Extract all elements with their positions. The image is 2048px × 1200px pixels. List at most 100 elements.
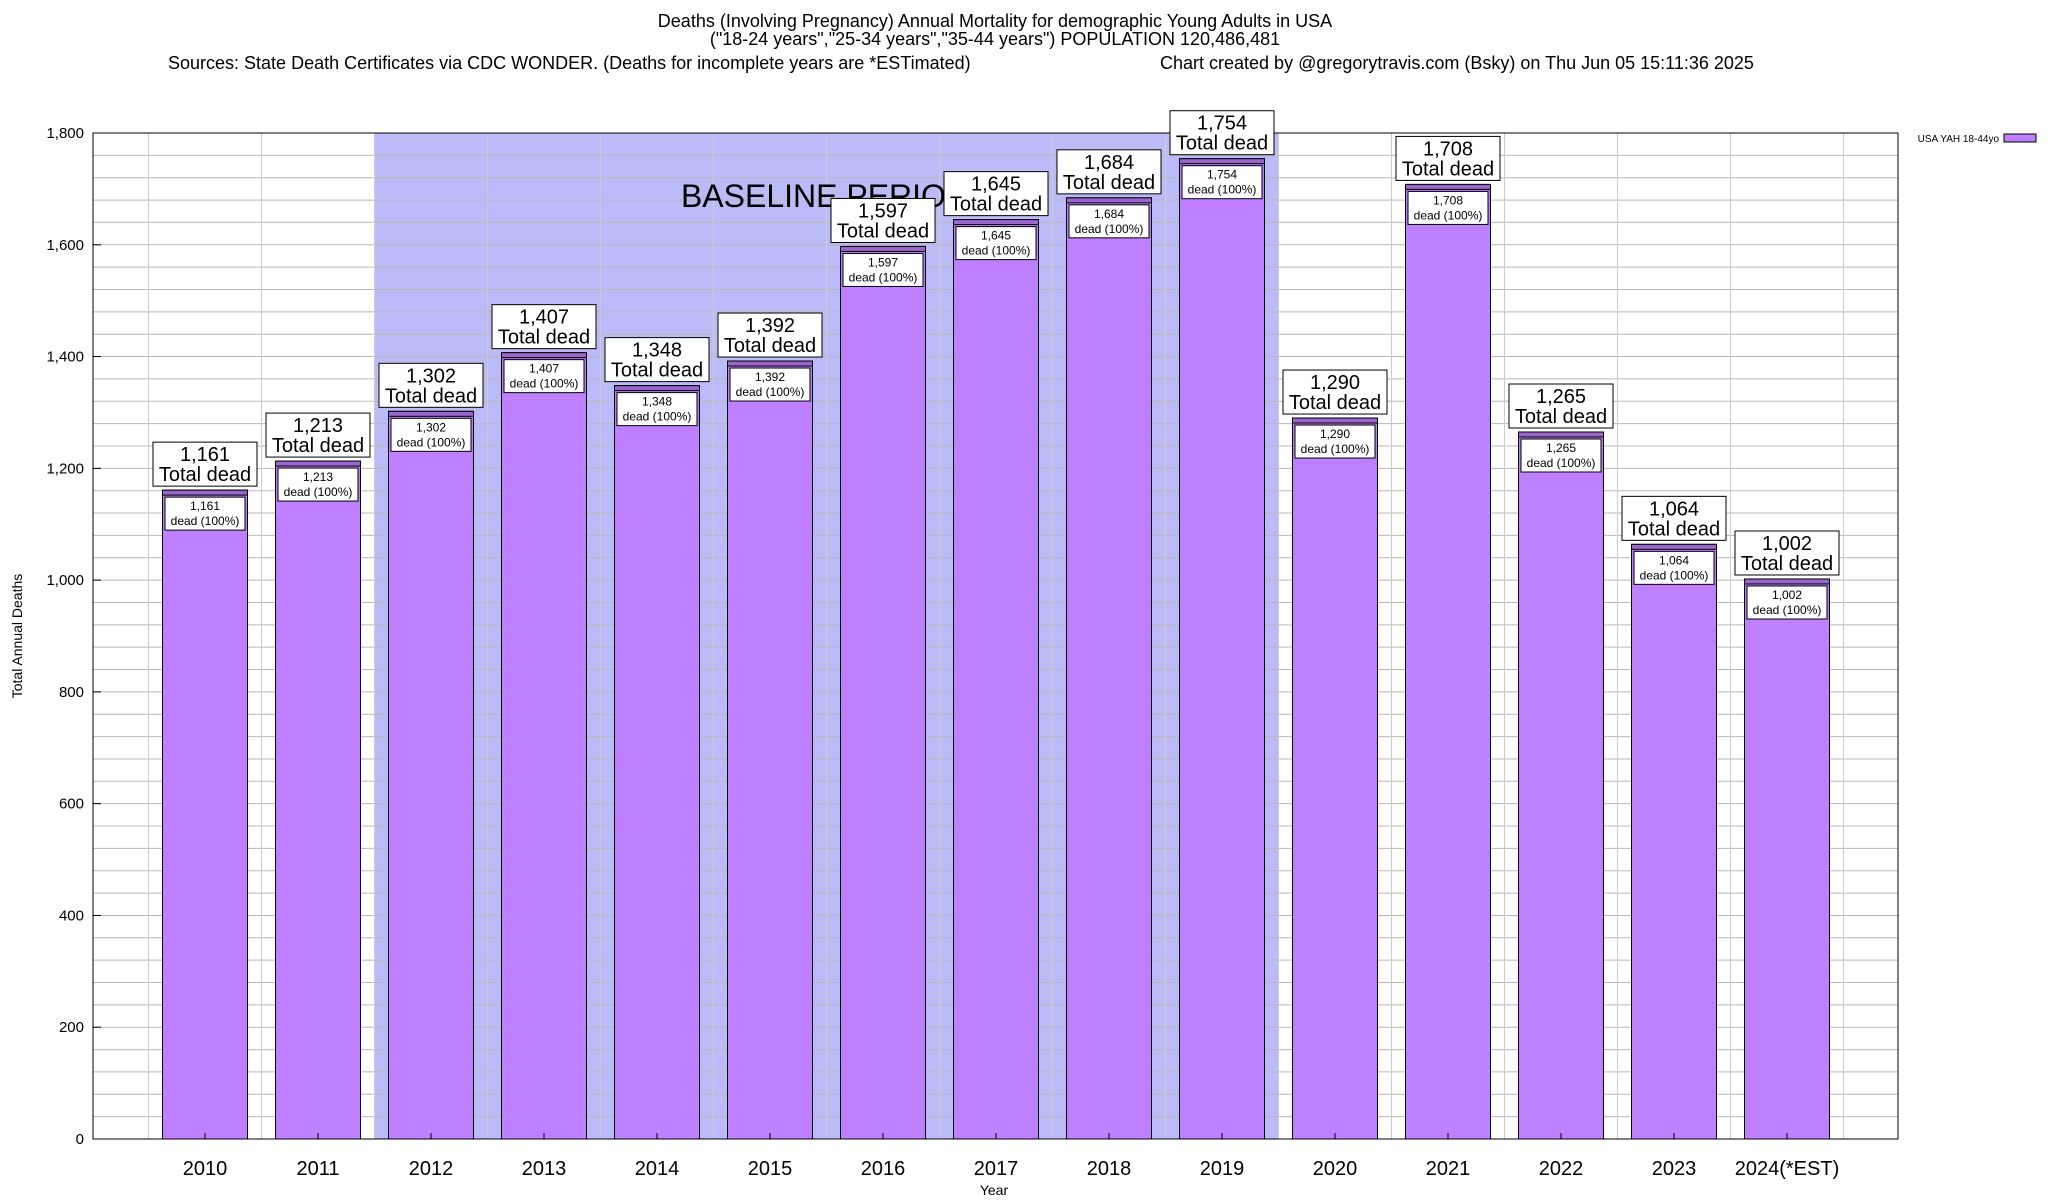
y-tick-label: 400 bbox=[59, 907, 84, 924]
bar-top-2016 bbox=[840, 245, 926, 252]
total-caption-label: Total dead bbox=[1515, 406, 1607, 428]
x-tick-label: 2010 bbox=[183, 1158, 228, 1180]
y-tick-label: 1,600 bbox=[46, 237, 84, 254]
total-caption-label: Total dead bbox=[611, 360, 703, 382]
total-label-box bbox=[1734, 530, 1840, 576]
total-value-label: 1,754 bbox=[1197, 113, 1247, 135]
total-value-label: 1,645 bbox=[971, 174, 1021, 196]
inner-value-label: 1,302 bbox=[416, 420, 446, 434]
inner-label-box bbox=[1520, 438, 1602, 473]
total-value-label: 1,064 bbox=[1649, 498, 1699, 520]
bar-2010 bbox=[162, 489, 248, 1140]
chart-credit: Chart created by @gregorytravis.com (Bsk… bbox=[1160, 53, 1754, 73]
total-caption-label: Total dead bbox=[950, 194, 1042, 216]
x-tick-label: 2011 bbox=[296, 1158, 339, 1180]
inner-label-box bbox=[164, 496, 246, 531]
total-value-label: 1,161 bbox=[180, 444, 230, 466]
total-value-label: 1,407 bbox=[519, 307, 569, 329]
legend-swatch bbox=[2003, 133, 2037, 143]
x-tick-label: 2013 bbox=[522, 1158, 567, 1180]
inner-value-label: 1,645 bbox=[981, 229, 1011, 243]
inner-caption-label: dead (100%) bbox=[1527, 456, 1596, 470]
bar-2017 bbox=[953, 219, 1039, 1140]
total-caption-label: Total dead bbox=[272, 435, 364, 457]
inner-label-box bbox=[277, 467, 359, 502]
inner-label-box bbox=[729, 367, 811, 402]
inner-label-box bbox=[842, 252, 924, 287]
total-label-box bbox=[1056, 149, 1162, 195]
inner-value-label: 1,684 bbox=[1094, 207, 1124, 221]
inner-value-label: 1,002 bbox=[1772, 588, 1802, 602]
x-tick-label: 2020 bbox=[1313, 1158, 1358, 1180]
inner-label-box bbox=[1181, 165, 1263, 200]
inner-label-box bbox=[1068, 204, 1150, 239]
x-tick-label: 2024(*EST) bbox=[1735, 1158, 1840, 1180]
y-tick-label: 1,800 bbox=[46, 125, 84, 142]
total-caption-label: Total dead bbox=[724, 335, 816, 357]
inner-value-label: 1,407 bbox=[529, 362, 559, 376]
inner-caption-label: dead (100%) bbox=[1075, 222, 1144, 236]
y-axis-label: Total Annual Deaths bbox=[9, 574, 25, 699]
x-tick-label: 2023 bbox=[1652, 1158, 1697, 1180]
bar-2022 bbox=[1518, 431, 1604, 1140]
total-label-box bbox=[1621, 495, 1727, 541]
chart-title: Deaths (Involving Pregnancy) Annual Mort… bbox=[657, 11, 1333, 31]
inner-value-label: 1,754 bbox=[1207, 168, 1237, 182]
bar-2021 bbox=[1405, 183, 1491, 1140]
x-tick-label: 2012 bbox=[409, 1158, 454, 1180]
total-label-box bbox=[152, 441, 258, 487]
total-label-box bbox=[830, 197, 936, 243]
inner-caption-label: dead (100%) bbox=[1301, 442, 1370, 456]
total-caption-label: Total dead bbox=[1063, 172, 1155, 194]
inner-caption-label: dead (100%) bbox=[849, 270, 918, 284]
inner-caption-label: dead (100%) bbox=[1640, 568, 1709, 582]
total-label-box bbox=[378, 362, 484, 408]
total-caption-label: Total dead bbox=[385, 385, 477, 407]
inner-value-label: 1,161 bbox=[190, 499, 220, 513]
inner-value-label: 1,290 bbox=[1320, 427, 1350, 441]
y-tick-label: 200 bbox=[59, 1019, 84, 1036]
total-value-label: 1,213 bbox=[293, 415, 343, 437]
bar-top-2011 bbox=[275, 460, 361, 467]
total-value-label: 1,002 bbox=[1762, 533, 1812, 555]
total-label-box bbox=[1395, 135, 1501, 181]
chart-sources: Sources: State Death Certificates via CD… bbox=[168, 53, 971, 73]
bar-top-2023 bbox=[1631, 543, 1717, 550]
bar-top-2017 bbox=[953, 219, 1039, 226]
total-caption-label: Total dead bbox=[1741, 553, 1833, 575]
x-tick-label: 2019 bbox=[1200, 1158, 1245, 1180]
bar-top-2022 bbox=[1518, 431, 1604, 438]
inner-caption-label: dead (100%) bbox=[623, 410, 692, 424]
bar-top-2018 bbox=[1066, 197, 1152, 204]
x-tick-label: 2022 bbox=[1539, 1158, 1584, 1180]
total-label-box bbox=[1282, 369, 1388, 415]
inner-value-label: 1,265 bbox=[1546, 441, 1576, 455]
total-value-label: 1,597 bbox=[858, 200, 908, 222]
bar-top-2020 bbox=[1292, 417, 1378, 424]
y-tick-label: 800 bbox=[59, 684, 84, 701]
total-caption-label: Total dead bbox=[1176, 133, 1268, 155]
bar-top-2012 bbox=[388, 410, 474, 417]
y-tick-label: 1,400 bbox=[46, 349, 84, 366]
bar-2019 bbox=[1179, 158, 1265, 1140]
legend-label: USA YAH 18-44yo bbox=[1918, 134, 2000, 145]
total-label-box bbox=[265, 412, 371, 458]
inner-label-box bbox=[1407, 190, 1489, 225]
total-label-box bbox=[1508, 383, 1614, 429]
inner-label-box bbox=[503, 359, 585, 394]
total-value-label: 1,290 bbox=[1310, 372, 1360, 394]
bar-2016 bbox=[840, 245, 926, 1140]
x-tick-label: 2014 bbox=[635, 1158, 680, 1180]
bar-2018 bbox=[1066, 197, 1152, 1140]
x-tick-label: 2021 bbox=[1426, 1158, 1471, 1180]
x-tick-label: 2016 bbox=[861, 1158, 906, 1180]
total-label-box bbox=[717, 312, 823, 358]
inner-value-label: 1,708 bbox=[1433, 193, 1463, 207]
bar-top-2015 bbox=[727, 360, 813, 367]
inner-label-box bbox=[616, 392, 698, 427]
inner-label-box bbox=[1746, 585, 1828, 620]
inner-caption-label: dead (100%) bbox=[1188, 183, 1257, 197]
total-value-label: 1,684 bbox=[1084, 152, 1134, 174]
x-tick-label: 2017 bbox=[974, 1158, 1019, 1180]
